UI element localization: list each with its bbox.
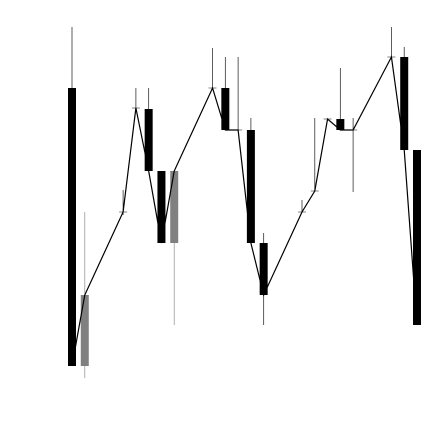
candle-body <box>157 171 166 243</box>
candle-body <box>336 119 345 130</box>
candle-body <box>413 150 421 325</box>
candle-body <box>144 109 153 171</box>
candle-body <box>80 295 89 366</box>
candle-body <box>400 57 409 150</box>
candle-body <box>246 130 255 243</box>
close-line <box>71 55 418 367</box>
candle-body <box>221 88 230 130</box>
candle-body <box>68 88 76 366</box>
candle-body <box>170 171 179 243</box>
candle-body <box>259 243 268 295</box>
